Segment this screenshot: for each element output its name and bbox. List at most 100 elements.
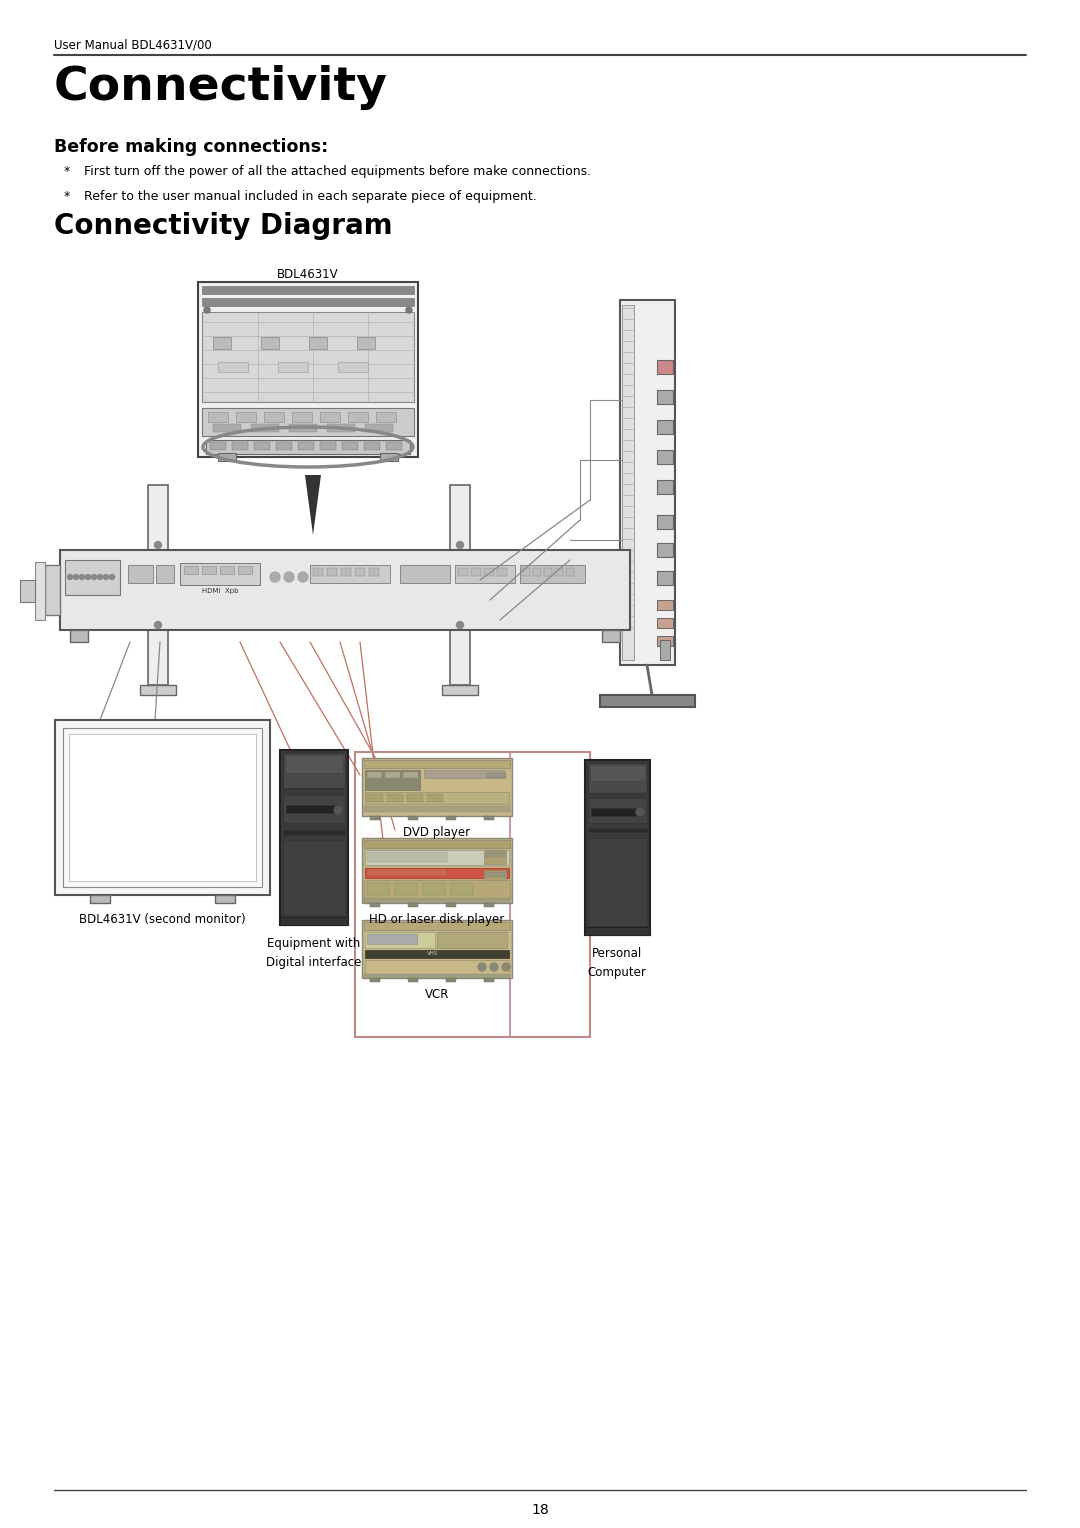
- Bar: [588, 798, 647, 824]
- Bar: [519, 565, 585, 584]
- Bar: [407, 795, 423, 802]
- Bar: [622, 306, 634, 660]
- Bar: [427, 795, 443, 802]
- Bar: [534, 568, 541, 576]
- Bar: [184, 565, 198, 575]
- Circle shape: [80, 575, 84, 579]
- Text: First turn off the power of all the attached equipments before make connections.: First turn off the power of all the atta…: [84, 165, 591, 177]
- Text: VCR: VCR: [424, 989, 449, 1001]
- Bar: [313, 568, 323, 576]
- Bar: [206, 440, 410, 454]
- Circle shape: [457, 622, 463, 628]
- Circle shape: [502, 963, 510, 970]
- Circle shape: [636, 808, 644, 816]
- Bar: [458, 568, 468, 576]
- Bar: [215, 895, 235, 903]
- Bar: [254, 442, 270, 451]
- Circle shape: [67, 575, 72, 579]
- Bar: [620, 299, 675, 665]
- Circle shape: [85, 575, 91, 579]
- Bar: [365, 960, 509, 973]
- Bar: [497, 568, 507, 576]
- Bar: [591, 808, 642, 816]
- Bar: [380, 452, 399, 461]
- Circle shape: [478, 963, 486, 970]
- Bar: [364, 898, 510, 903]
- Bar: [367, 883, 389, 895]
- Circle shape: [490, 963, 498, 970]
- Bar: [486, 853, 491, 857]
- Bar: [602, 630, 620, 642]
- Bar: [280, 750, 348, 924]
- Bar: [487, 773, 492, 778]
- Bar: [484, 568, 494, 576]
- Bar: [364, 921, 510, 931]
- Text: HD or laser disk player: HD or laser disk player: [369, 914, 504, 926]
- Bar: [283, 753, 345, 788]
- Bar: [198, 283, 418, 457]
- Bar: [660, 640, 670, 660]
- Bar: [309, 338, 327, 348]
- Bar: [220, 565, 234, 575]
- Bar: [289, 423, 318, 432]
- Bar: [408, 903, 418, 908]
- Text: BDL4631V (second monitor): BDL4631V (second monitor): [79, 914, 245, 926]
- Bar: [588, 762, 647, 793]
- Bar: [320, 442, 336, 451]
- Bar: [494, 773, 499, 778]
- Bar: [446, 816, 456, 821]
- Bar: [45, 565, 60, 614]
- Bar: [657, 571, 673, 585]
- Bar: [362, 837, 512, 903]
- Bar: [367, 853, 447, 862]
- Bar: [400, 565, 450, 584]
- Bar: [213, 423, 241, 432]
- Bar: [238, 565, 252, 575]
- Bar: [657, 390, 673, 403]
- Bar: [280, 917, 348, 924]
- Text: Personal
Computer: Personal Computer: [588, 947, 647, 979]
- Bar: [544, 568, 552, 576]
- Bar: [657, 480, 673, 494]
- Bar: [484, 869, 507, 885]
- Bar: [60, 550, 630, 630]
- Circle shape: [457, 541, 463, 549]
- Bar: [555, 568, 563, 576]
- Bar: [208, 413, 228, 422]
- Bar: [320, 413, 340, 422]
- Bar: [285, 755, 343, 773]
- Bar: [387, 795, 403, 802]
- Circle shape: [104, 575, 108, 579]
- Bar: [369, 568, 379, 576]
- Bar: [657, 420, 673, 434]
- Bar: [327, 568, 337, 576]
- Bar: [384, 772, 400, 778]
- Bar: [140, 685, 176, 695]
- Circle shape: [270, 571, 280, 582]
- Bar: [276, 442, 292, 451]
- Bar: [386, 442, 402, 451]
- Bar: [365, 950, 509, 958]
- Bar: [367, 795, 383, 802]
- Bar: [70, 630, 87, 642]
- Bar: [442, 685, 478, 695]
- Bar: [424, 770, 504, 778]
- Bar: [370, 978, 380, 983]
- Bar: [365, 850, 509, 865]
- Bar: [310, 565, 390, 584]
- Bar: [566, 568, 573, 576]
- Bar: [355, 568, 365, 576]
- Bar: [261, 338, 279, 348]
- Bar: [286, 805, 339, 813]
- Circle shape: [204, 307, 210, 313]
- Bar: [232, 442, 248, 451]
- Bar: [341, 568, 351, 576]
- Bar: [657, 617, 673, 628]
- Bar: [362, 758, 512, 816]
- Bar: [202, 408, 414, 435]
- Circle shape: [284, 571, 294, 582]
- Bar: [63, 727, 262, 886]
- Bar: [446, 978, 456, 983]
- Circle shape: [298, 571, 308, 582]
- Bar: [446, 903, 456, 908]
